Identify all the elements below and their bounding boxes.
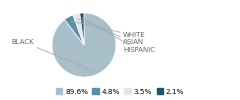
- Text: BLACK: BLACK: [12, 39, 93, 71]
- Wedge shape: [52, 13, 116, 77]
- Wedge shape: [80, 13, 84, 45]
- Wedge shape: [65, 15, 84, 45]
- Text: ASIAN: ASIAN: [78, 19, 144, 45]
- Text: HISPANIC: HISPANIC: [82, 18, 155, 53]
- Text: WHITE: WHITE: [71, 21, 146, 38]
- Wedge shape: [73, 13, 84, 45]
- Legend: 89.6%, 4.8%, 3.5%, 2.1%: 89.6%, 4.8%, 3.5%, 2.1%: [54, 87, 186, 96]
